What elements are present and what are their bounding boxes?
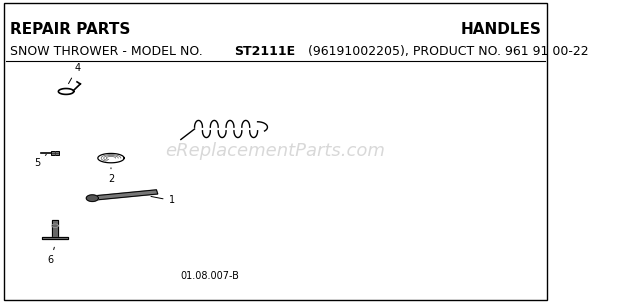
Text: HANDLES: HANDLES (460, 22, 541, 37)
Text: 6: 6 (48, 247, 55, 265)
Text: 01.08.007-B: 01.08.007-B (180, 271, 239, 281)
Text: 1: 1 (151, 195, 175, 205)
Polygon shape (86, 195, 99, 201)
Polygon shape (42, 237, 68, 239)
Text: (96191002205), PRODUCT NO. 961 91 00-22: (96191002205), PRODUCT NO. 961 91 00-22 (304, 45, 588, 58)
Polygon shape (92, 190, 157, 200)
Text: ST2111E: ST2111E (234, 45, 295, 58)
Text: eReplacementParts.com: eReplacementParts.com (166, 142, 386, 161)
Text: REPAIR PARTS: REPAIR PARTS (9, 22, 130, 37)
Text: 4: 4 (68, 63, 81, 84)
Polygon shape (52, 220, 58, 237)
Text: 5: 5 (34, 155, 46, 168)
FancyBboxPatch shape (51, 151, 59, 155)
Text: SNOW THROWER - MODEL NO.: SNOW THROWER - MODEL NO. (9, 45, 206, 58)
Text: 2: 2 (108, 168, 114, 184)
